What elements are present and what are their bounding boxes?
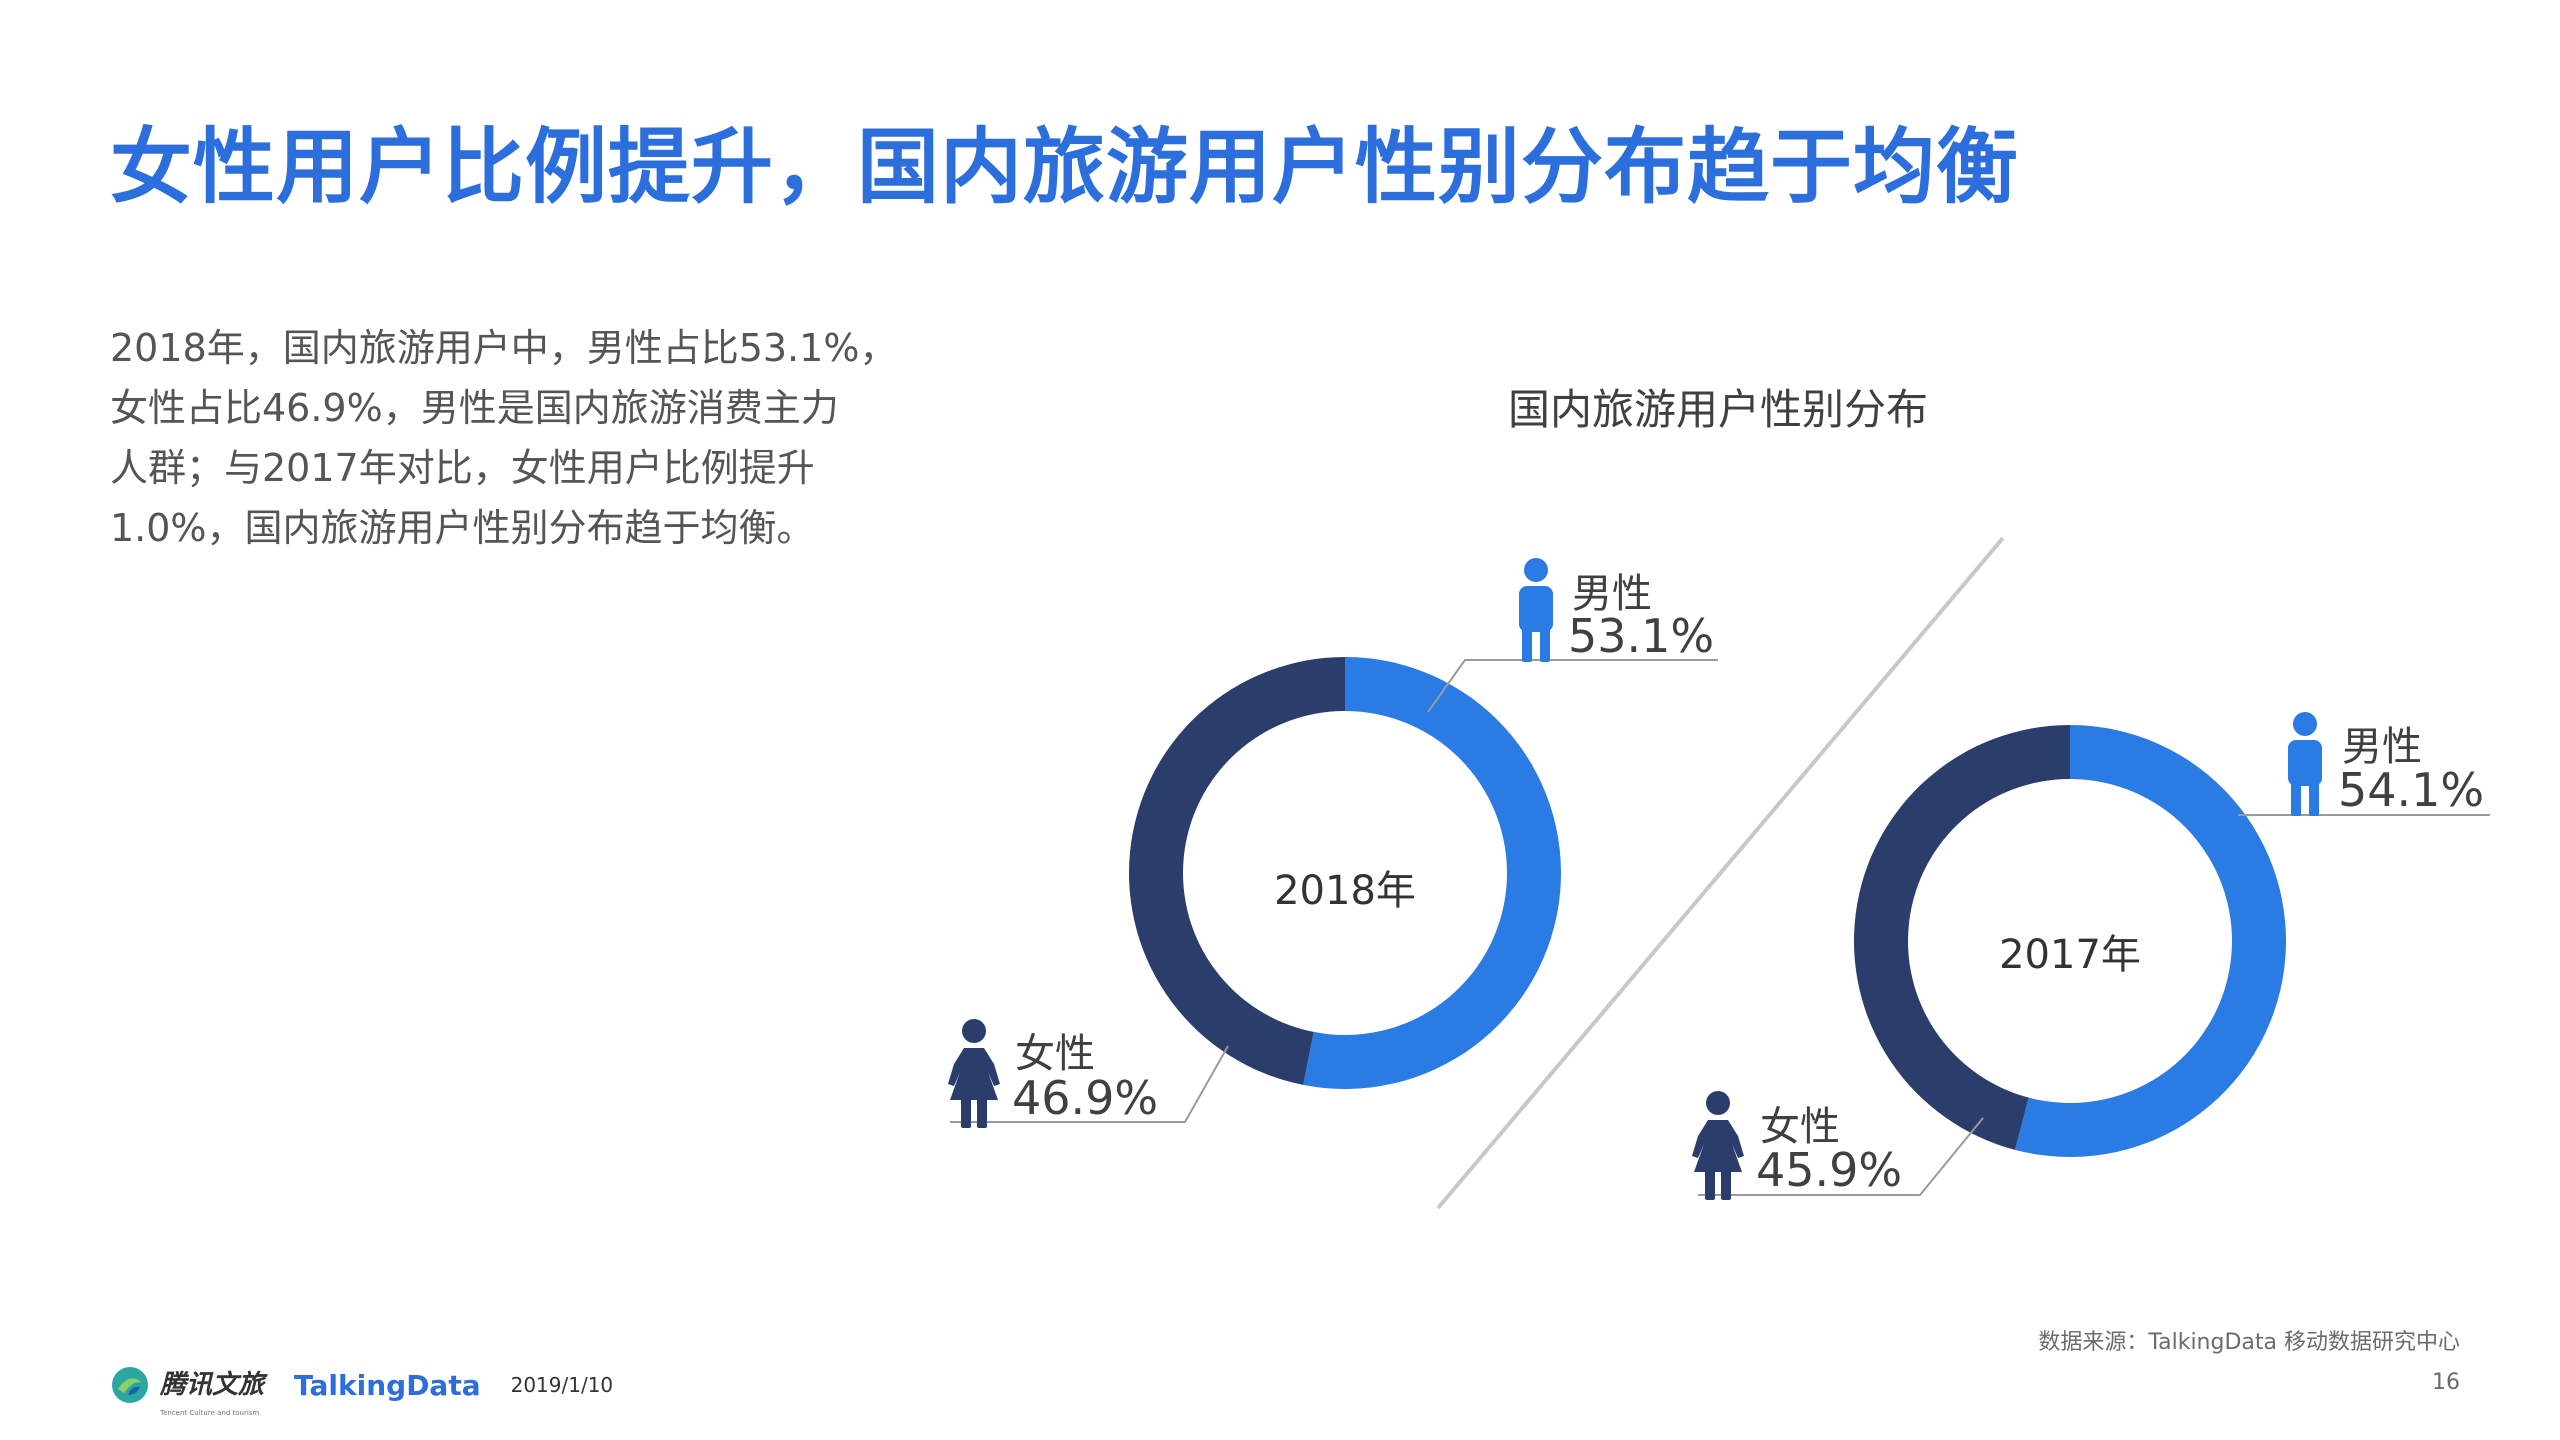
brand-tencent-subtitle: Tencent Culture and tourism — [160, 1409, 260, 1417]
value-label-male-2018: 53.1% — [1568, 609, 1714, 663]
page-number: 16 — [2432, 1370, 2460, 1395]
donut-chart-2017: 2017年 — [1854, 725, 2287, 1157]
data-source: 数据来源：TalkingData 移动数据研究中心 — [2038, 1330, 2460, 1355]
summary-text: 2018年，国内旅游用户中，男性占比53.1%， 女性占比46.9%，男性是国内… — [110, 318, 910, 558]
chart-title: 国内旅游用户性别分布 — [1508, 385, 1929, 434]
summary-line: 2018年，国内旅游用户中，男性占比53.1%， — [110, 326, 898, 370]
legend-label-female-2017: 女性 — [1760, 1104, 1840, 1150]
summary-line: 女性占比46.9%，男性是国内旅游消费主力 — [110, 386, 839, 430]
summary-line: 1.0%，国内旅游用户性别分布趋于均衡。 — [110, 506, 815, 550]
footer-brands: 腾讯文旅 Tencent Culture and tourism Talking… — [110, 1360, 614, 1417]
brand-talkingdata: TalkingData — [294, 1368, 481, 1402]
female-person-icon — [948, 1019, 1000, 1128]
summary-line: 人群；与2017年对比，女性用户比例提升 — [110, 446, 815, 490]
separator-line — [1436, 536, 2005, 1210]
leader-line-2018-female — [950, 1045, 1229, 1123]
donut-slice-male — [2014, 725, 2287, 1157]
brand-tencent: 腾讯文旅 Tencent Culture and tourism — [160, 1370, 265, 1417]
page-title: 女性用户比例提升，国内旅游用户性别分布趋于均衡 — [110, 120, 2020, 215]
tencent-logo-icon — [112, 1367, 148, 1403]
footer-date: 2019/1/10 — [510, 1373, 614, 1397]
donut-slice-female — [1129, 657, 1345, 1085]
value-label-male-2017: 54.1% — [2338, 763, 2484, 817]
donut-center-label: 2017年 — [1999, 932, 2141, 978]
value-label-female-2018: 46.9% — [1012, 1071, 1158, 1125]
brand-tencent-name: 腾讯文旅 — [160, 1370, 265, 1400]
legend-label-male-2017: 男性 — [2342, 724, 2422, 770]
donut-slice-male — [1303, 657, 1562, 1089]
donut-slice-female — [1854, 725, 2070, 1150]
leader-lines — [950, 659, 2490, 1196]
legend-label-female-2018: 女性 — [1015, 1031, 1095, 1077]
donut-chart-2018: 2018年 — [1129, 657, 1562, 1089]
donut-center-label: 2018年 — [1274, 868, 1416, 914]
male-person-icon — [2288, 712, 2322, 816]
value-label-female-2017: 45.9% — [1756, 1143, 1902, 1197]
female-person-icon — [1692, 1091, 1744, 1200]
legend-label-male-2018: 男性 — [1572, 571, 1652, 617]
leader-line-2017-female — [1698, 1117, 1984, 1196]
male-person-icon — [1519, 558, 1553, 662]
leader-line-2018-male — [1427, 659, 1718, 713]
